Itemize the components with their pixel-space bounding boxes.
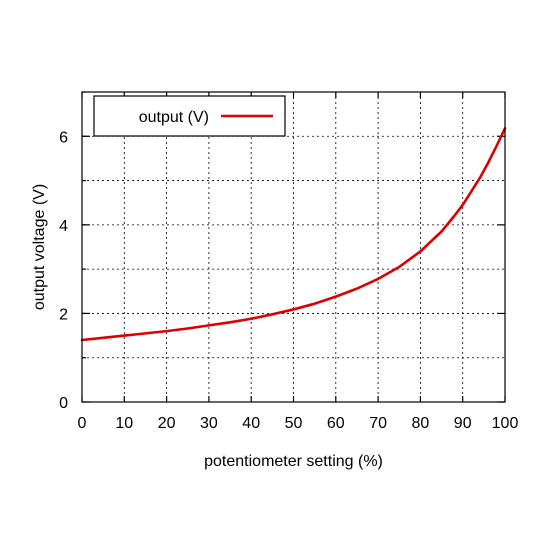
series-group (80, 127, 507, 342)
plot-frame (81, 91, 506, 403)
x-tick-label: 40 (242, 415, 260, 432)
x-axis-title: potentiometer setting (%) (204, 453, 383, 470)
x-tick-label: 100 (492, 415, 519, 432)
x-tick-label: 20 (158, 415, 176, 432)
y-tick-label: 0 (59, 395, 68, 412)
x-tick-label: 0 (78, 415, 87, 432)
y-axis-title: output voltage (V) (31, 184, 48, 310)
x-tick-label: 80 (412, 415, 430, 432)
y-tick-labels: 0 2 4 6 (59, 129, 68, 412)
x-tick-label: 90 (454, 415, 472, 432)
x-tick-label: 70 (369, 415, 387, 432)
x-tick-labels: 0 10 20 30 40 50 60 70 80 90 100 (78, 415, 519, 432)
grid (82, 92, 505, 402)
x-tick-label: 50 (285, 415, 303, 432)
x-tick-label: 60 (327, 415, 345, 432)
legend-label-output: output (V) (139, 109, 209, 126)
y-tick-label: 4 (59, 218, 68, 235)
y-tick-label: 2 (59, 306, 68, 323)
series-line-output (80, 127, 507, 342)
x-tick-label: 10 (115, 415, 133, 432)
legend: output (V) (93, 95, 286, 137)
x-tick-label: 30 (200, 415, 218, 432)
y-tick-label: 6 (59, 129, 68, 146)
